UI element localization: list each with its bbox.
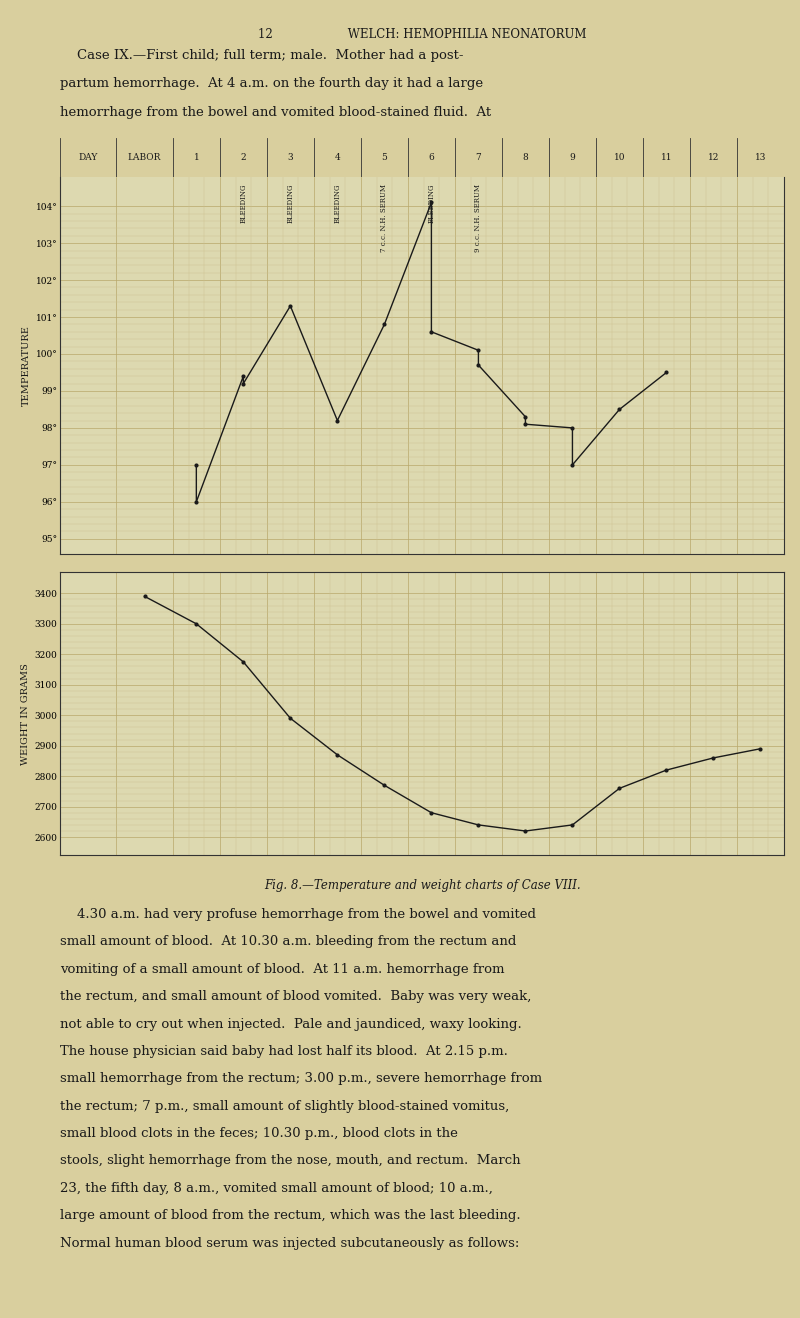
Text: 4: 4: [334, 153, 340, 162]
Text: 2: 2: [241, 153, 246, 162]
Text: 9 c.c. N.H. SERUM: 9 c.c. N.H. SERUM: [474, 185, 482, 252]
Y-axis label: TEMPERATURE: TEMPERATURE: [22, 324, 31, 406]
Text: LABOR: LABOR: [128, 153, 162, 162]
Text: 7: 7: [475, 153, 482, 162]
Text: 8: 8: [522, 153, 528, 162]
Text: the rectum; 7 p.m., small amount of slightly blood-stained vomitus,: the rectum; 7 p.m., small amount of slig…: [60, 1099, 510, 1112]
Text: Fig. 8.—Temperature and weight charts of Case VIII.: Fig. 8.—Temperature and weight charts of…: [264, 879, 580, 891]
Text: vomiting of a small amount of blood.  At 11 a.m. hemorrhage from: vomiting of a small amount of blood. At …: [60, 963, 505, 975]
Text: 10: 10: [614, 153, 626, 162]
Text: Case IX.—First child; full term; male.  Mother had a post-: Case IX.—First child; full term; male. M…: [60, 49, 463, 62]
Text: 1: 1: [194, 153, 199, 162]
Text: Normal human blood serum was injected subcutaneously as follows:: Normal human blood serum was injected su…: [60, 1236, 519, 1249]
Text: hemorrhage from the bowel and vomited blood-stained fluid.  At: hemorrhage from the bowel and vomited bl…: [60, 105, 491, 119]
Text: small amount of blood.  At 10.30 a.m. bleeding from the rectum and: small amount of blood. At 10.30 a.m. ble…: [60, 936, 516, 949]
Text: 13: 13: [755, 153, 766, 162]
Y-axis label: WEIGHT IN GRAMS: WEIGHT IN GRAMS: [21, 663, 30, 764]
Text: the rectum, and small amount of blood vomited.  Baby was very weak,: the rectum, and small amount of blood vo…: [60, 990, 531, 1003]
Text: 12: 12: [708, 153, 719, 162]
Text: 5: 5: [382, 153, 387, 162]
Text: partum hemorrhage.  At 4 a.m. on the fourth day it had a large: partum hemorrhage. At 4 a.m. on the four…: [60, 78, 483, 90]
Text: 12                    WELCH: HEMOPHILIA NEONATORUM: 12 WELCH: HEMOPHILIA NEONATORUM: [258, 28, 586, 41]
Text: 3: 3: [287, 153, 293, 162]
Text: 9: 9: [570, 153, 575, 162]
Text: 6: 6: [429, 153, 434, 162]
Text: The house physician said baby had lost half its blood.  At 2.15 p.m.: The house physician said baby had lost h…: [60, 1045, 508, 1058]
Text: small hemorrhage from the rectum; 3.00 p.m., severe hemorrhage from: small hemorrhage from the rectum; 3.00 p…: [60, 1073, 542, 1085]
Text: not able to cry out when injected.  Pale and jaundiced, waxy looking.: not able to cry out when injected. Pale …: [60, 1017, 522, 1031]
Text: BLEEDING: BLEEDING: [239, 185, 247, 224]
Text: 7 c.c. N.H. SERUM: 7 c.c. N.H. SERUM: [380, 185, 388, 252]
Text: 4.30 a.m. had very profuse hemorrhage from the bowel and vomited: 4.30 a.m. had very profuse hemorrhage fr…: [60, 908, 536, 921]
Text: 23, the fifth day, 8 a.m., vomited small amount of blood; 10 a.m.,: 23, the fifth day, 8 a.m., vomited small…: [60, 1182, 493, 1195]
Text: BLEEDING: BLEEDING: [286, 185, 294, 224]
Text: large amount of blood from the rectum, which was the last bleeding.: large amount of blood from the rectum, w…: [60, 1209, 521, 1222]
Text: small blood clots in the feces; 10.30 p.m., blood clots in the: small blood clots in the feces; 10.30 p.…: [60, 1127, 458, 1140]
Text: DAY: DAY: [78, 153, 98, 162]
Text: 11: 11: [661, 153, 672, 162]
Text: BLEEDING: BLEEDING: [334, 185, 342, 224]
Text: stools, slight hemorrhage from the nose, mouth, and rectum.  March: stools, slight hemorrhage from the nose,…: [60, 1155, 521, 1168]
Text: BLEEDING: BLEEDING: [427, 185, 435, 224]
